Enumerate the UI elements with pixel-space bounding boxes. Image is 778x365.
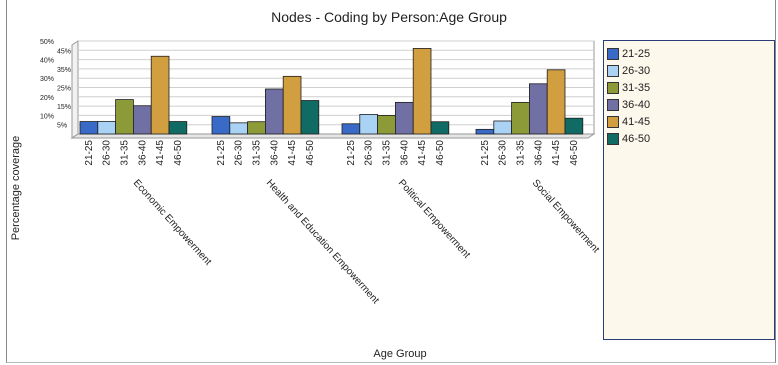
x-tick-label: 21-25: [346, 140, 357, 166]
bar-21-25: [79, 121, 99, 135]
bar-26-30: [97, 121, 117, 135]
bar-21-25: [211, 116, 231, 135]
plot-side-wall: [71, 40, 79, 139]
bar-31-35: [511, 101, 530, 135]
legend-item: 46-50: [607, 130, 774, 147]
x-tick-label: 26-30: [102, 140, 113, 166]
bar-46-50: [564, 117, 584, 135]
y-tick-label: 45%: [57, 48, 71, 55]
x-tick-label: 41-45: [155, 140, 166, 166]
x-tick-label: 26-30: [234, 140, 245, 166]
legend-swatch: [607, 64, 619, 77]
chart-frame: [6, 0, 776, 363]
bar-31-35: [247, 121, 266, 135]
y-tick-label: 50%: [40, 39, 54, 46]
legend-label: 31-35: [622, 81, 651, 94]
x-tick-label: 36-40: [399, 140, 410, 166]
bar-26-30: [493, 120, 512, 135]
y-tick-label: 40%: [40, 58, 54, 65]
legend-label: 36-40: [622, 98, 651, 111]
y-tick-label: 25%: [57, 86, 71, 93]
y-tick-label: 5%: [57, 123, 67, 130]
x-tick-label: 31-35: [382, 140, 393, 166]
bar-31-35: [377, 115, 396, 135]
y-tick-label: 20%: [40, 95, 54, 102]
x-tick-label: 31-35: [252, 140, 263, 166]
legend-label: 41-45: [622, 115, 651, 128]
bar-21-25: [341, 123, 361, 135]
group-label: Political Empowerment: [396, 178, 472, 261]
y-tick-label: 35%: [57, 67, 71, 74]
x-tick-label: 36-40: [533, 140, 544, 166]
bar-21-25: [475, 128, 495, 135]
x-tick-label: 36-40: [269, 140, 280, 166]
chart-title: Nodes - Coding by Person:Age Group: [271, 9, 507, 25]
x-tick-label: 41-45: [551, 140, 562, 166]
legend-item: 31-35: [607, 79, 774, 96]
x-tick-label: 31-35: [516, 140, 527, 166]
x-tick-label: 26-30: [364, 140, 375, 166]
legend-swatch: [607, 132, 619, 145]
x-tick-label: 21-25: [216, 140, 227, 166]
y-tick-label: 15%: [57, 104, 71, 111]
bar-36-40: [394, 101, 414, 135]
x-tick-label: 46-50: [173, 140, 184, 166]
legend-label: 26-30: [622, 64, 651, 77]
legend-label: 46-50: [622, 132, 651, 145]
plot-floor: [70, 133, 596, 139]
bar-41-45: [546, 69, 566, 135]
legend-swatch: [607, 81, 619, 94]
bar-26-30: [229, 122, 249, 135]
x-tick-label: 21-25: [480, 140, 491, 166]
x-tick-label: 36-40: [137, 140, 148, 166]
bar-41-45: [412, 48, 432, 135]
x-tick-label: 26-30: [498, 140, 509, 166]
bar-36-40: [529, 83, 548, 135]
bar-41-45: [150, 55, 170, 135]
x-tick-label: 41-45: [417, 140, 428, 166]
bar-36-40: [264, 88, 284, 135]
legend-swatch: [607, 47, 619, 60]
legend-item: 36-40: [607, 96, 774, 113]
x-tick-label: 31-35: [120, 140, 131, 166]
x-tick-label: 46-50: [569, 140, 580, 166]
legend-swatch: [607, 115, 619, 128]
bar-31-35: [115, 99, 134, 135]
x-axis-label: Age Group: [373, 348, 427, 360]
group-label: Social Empowerment: [530, 178, 602, 256]
y-tick-label: 30%: [40, 76, 54, 83]
x-tick-label: 41-45: [287, 140, 298, 166]
bar-46-50: [168, 121, 188, 135]
y-tick-label: 10%: [40, 113, 54, 120]
bar-41-45: [282, 75, 302, 135]
group-label: Economic Empowerment: [131, 178, 214, 268]
group-label: Health and Education Empowerment: [264, 178, 381, 307]
x-tick-label: 46-50: [435, 140, 446, 166]
legend-item: 26-30: [607, 62, 774, 79]
bar-46-50: [430, 121, 450, 135]
bar-26-30: [359, 114, 378, 135]
legend-item: 21-25: [607, 45, 774, 62]
x-tick-label: 46-50: [305, 140, 316, 166]
x-tick-label: 21-25: [84, 140, 95, 166]
legend-swatch: [607, 98, 619, 111]
bar-36-40: [132, 105, 152, 135]
bar-46-50: [300, 100, 320, 135]
legend: 21-25 26-30 31-35 36-40 41-45 46-50: [603, 40, 775, 340]
legend-item: 41-45: [607, 113, 774, 130]
legend-label: 21-25: [622, 47, 651, 60]
